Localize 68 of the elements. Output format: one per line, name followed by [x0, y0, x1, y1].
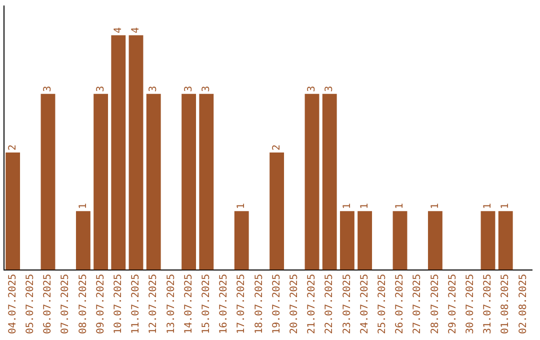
x-tick-label: 13.07.2025: [166, 274, 177, 334]
x-tick-label: 15.07.2025: [200, 274, 212, 334]
data-label: 3: [148, 86, 160, 92]
x-tick-label: 07.07.2025: [60, 274, 72, 334]
data-label: 3: [42, 86, 54, 92]
x-tick-label: 18.07.2025: [254, 274, 265, 334]
data-label: 2: [271, 144, 282, 151]
bar: [182, 94, 196, 270]
x-tick-label: 01.08.2025: [500, 274, 512, 334]
x-tick-label: 10.07.2025: [112, 274, 124, 334]
data-label: 3: [183, 86, 194, 92]
x-tick-label: 02.08.2025: [518, 274, 529, 334]
data-label: 3: [324, 86, 336, 92]
x-tick-label: 05.07.2025: [24, 274, 36, 334]
x-tick-label: 11.07.2025: [130, 274, 142, 334]
bar: [76, 211, 90, 270]
x-tick-label: 30.07.2025: [464, 274, 476, 334]
data-label: 1: [236, 203, 248, 210]
x-tick-label: 04.07.2025: [7, 274, 18, 334]
data-label: 4: [112, 27, 124, 34]
x-tick-label: 27.07.2025: [412, 274, 424, 334]
x-tick-label: 20.07.2025: [288, 274, 300, 334]
bar: [6, 152, 20, 270]
x-tick-label: 09.07.2025: [95, 274, 106, 334]
data-label: 1: [342, 203, 353, 210]
x-tick-label: 23.07.2025: [342, 274, 353, 334]
x-tick-label: 28.07.2025: [430, 274, 441, 334]
bar: [392, 211, 408, 270]
bar: [234, 211, 249, 270]
data-label: 1: [482, 203, 494, 210]
data-label: 1: [394, 203, 406, 210]
bar: [304, 94, 320, 270]
data-label: 4: [130, 27, 142, 34]
data-label: 3: [306, 86, 318, 92]
data-label: 3: [95, 86, 106, 92]
bar: [199, 94, 214, 270]
bar: [111, 35, 126, 270]
x-tick-label: 21.07.2025: [306, 274, 318, 334]
bar: [340, 211, 354, 270]
x-tick-label: 08.07.2025: [78, 274, 89, 334]
bar: [358, 211, 372, 270]
x-tick-label: 19.07.2025: [271, 274, 282, 334]
x-tick-label: 12.07.2025: [148, 274, 160, 334]
data-label: 2: [7, 144, 18, 151]
bar: [40, 94, 56, 270]
x-tick-label: 24.07.2025: [359, 274, 370, 334]
data-label: 1: [500, 203, 512, 210]
bar: [498, 211, 513, 270]
bar: [94, 94, 108, 270]
bar: [128, 35, 144, 270]
data-label: 3: [200, 86, 212, 92]
data-label: 1: [359, 203, 370, 210]
x-tick-label: 16.07.2025: [218, 274, 230, 334]
bar: [428, 211, 442, 270]
x-tick-label: 06.07.2025: [42, 274, 54, 334]
x-tick-label: 22.07.2025: [324, 274, 336, 334]
x-tick-label: 25.07.2025: [376, 274, 388, 334]
bar: [146, 94, 161, 270]
x-tick-label: 31.07.2025: [482, 274, 494, 334]
x-tick-label: 29.07.2025: [447, 274, 458, 334]
data-label: 1: [78, 203, 89, 210]
bar: [480, 211, 496, 270]
x-tick-label: 26.07.2025: [394, 274, 406, 334]
x-tick-label: 17.07.2025: [236, 274, 248, 334]
bar: [322, 94, 337, 270]
data-label: 1: [430, 203, 441, 210]
bar: [270, 152, 284, 270]
x-tick-label: 14.07.2025: [183, 274, 194, 334]
